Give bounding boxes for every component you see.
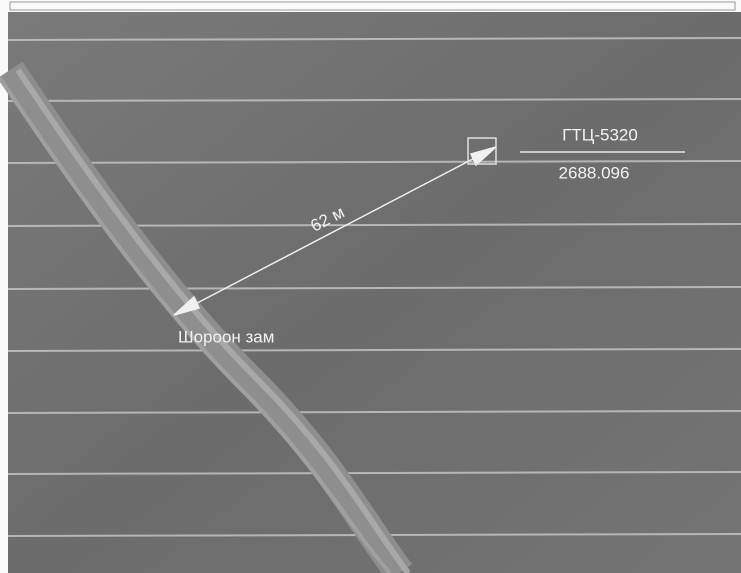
point-marker bbox=[467, 137, 497, 165]
satellite-image bbox=[8, 12, 741, 573]
scan-edge bbox=[9, 1, 736, 11]
road bbox=[0, 61, 412, 573]
road-label: Шороон зам bbox=[178, 327, 274, 346]
point-elevation: 2688.096 bbox=[559, 163, 630, 182]
point-name: ГТЦ-5320 bbox=[562, 125, 638, 144]
distance-arrow bbox=[173, 146, 497, 316]
